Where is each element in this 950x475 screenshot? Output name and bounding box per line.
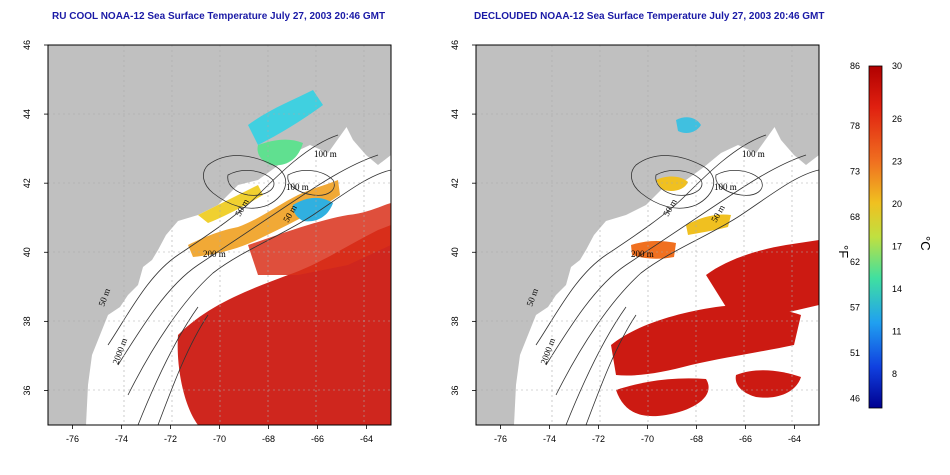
colorbar-fahrenheit-tick: 68 — [850, 212, 860, 222]
left-lat-axis: 36 38 40 42 44 46 — [22, 40, 48, 395]
lon-tick-label: -66 — [739, 434, 752, 444]
left-sst-cool-field — [188, 90, 340, 257]
lat-tick-label: 42 — [450, 178, 460, 188]
colorbar-celsius-tick: 26 — [892, 114, 902, 124]
colorbar-fahrenheit-tick: 46 — [850, 393, 860, 403]
depth-label-100m-a: 100 m — [314, 149, 337, 159]
lat-tick-label: 44 — [450, 109, 460, 119]
left-sst-warm-field — [177, 203, 391, 425]
lat-tick-label: 38 — [450, 316, 460, 326]
depth-label-200m: 200 m — [203, 249, 226, 259]
lon-tick-label: -74 — [543, 434, 556, 444]
lon-tick-label: -74 — [115, 434, 128, 444]
right-lat-axis: 36 38 40 42 44 46 — [450, 40, 476, 395]
right-lon-axis: -76 -74 -72 -70 -68 -66 -64 — [494, 425, 801, 444]
lat-tick-label: 40 — [22, 247, 32, 257]
colorbar-celsius-tick: 20 — [892, 199, 902, 209]
colorbar-celsius-tick: 14 — [892, 284, 902, 294]
colorbar-fahrenheit-tick: 78 — [850, 121, 860, 131]
right-map-title: DECLOUDED NOAA-12 Sea Surface Temperatur… — [474, 11, 825, 22]
lat-tick-label: 40 — [450, 247, 460, 257]
depth-label-100m-b: 100 m — [286, 182, 309, 192]
colorbar: 86 78 73 68 62 57 51 46 30 26 23 20 17 14 11 8 °F °C — [836, 61, 933, 409]
colorbar-celsius-tick: 11 — [892, 327, 901, 337]
lat-tick-label: 46 — [22, 40, 32, 50]
depth-label-200m: 200 m — [631, 249, 654, 259]
lat-tick-label: 46 — [450, 40, 460, 50]
lat-tick-label: 44 — [22, 109, 32, 119]
colorbar-celsius-labels: 30 26 23 20 17 14 11 8 — [892, 61, 902, 379]
lon-tick-label: -64 — [360, 434, 373, 444]
colorbar-fahrenheit-tick: 73 — [850, 166, 860, 176]
lon-tick-label: -68 — [690, 434, 703, 444]
right-map-panel: 100 m 100 m 50 m 50 m 200 m 50 m 2000 m — [475, 44, 820, 426]
lon-tick-label: -76 — [494, 434, 507, 444]
lat-tick-label: 36 — [450, 385, 460, 395]
lat-tick-label: 38 — [22, 316, 32, 326]
lon-tick-label: -70 — [213, 434, 226, 444]
lon-tick-label: -64 — [788, 434, 801, 444]
fahrenheit-unit-label: °F — [836, 245, 851, 258]
lon-tick-label: -72 — [592, 434, 605, 444]
lon-tick-label: -70 — [641, 434, 654, 444]
left-map-panel: 100 m 100 m 50 m 50 m 200 m 50 m 2000 m — [47, 44, 392, 426]
lon-tick-label: -68 — [262, 434, 275, 444]
left-lon-axis: -76 -74 -72 -70 -68 -66 -64 — [66, 425, 373, 444]
depth-label-100m-a: 100 m — [742, 149, 765, 159]
lon-tick-label: -76 — [66, 434, 79, 444]
lon-tick-label: -72 — [164, 434, 177, 444]
colorbar-celsius-tick: 23 — [892, 157, 902, 167]
celsius-unit-label: °C — [918, 236, 933, 251]
colorbar-fahrenheit-tick: 62 — [850, 257, 860, 267]
colorbar-fahrenheit-tick: 51 — [850, 348, 860, 358]
depth-label-100m-b: 100 m — [714, 182, 737, 192]
lat-tick-label: 42 — [22, 178, 32, 188]
colorbar-celsius-tick: 30 — [892, 61, 902, 71]
colorbar-celsius-tick: 17 — [892, 242, 902, 252]
right-sst-warm-field — [611, 240, 819, 417]
lon-tick-label: -66 — [311, 434, 324, 444]
lat-tick-label: 36 — [22, 385, 32, 395]
left-map-title: RU COOL NOAA-12 Sea Surface Temperature … — [52, 11, 386, 22]
colorbar-fahrenheit-tick: 86 — [850, 61, 860, 71]
colorbar-celsius-tick: 8 — [892, 369, 897, 379]
colorbar-fahrenheit-labels: 86 78 73 68 62 57 51 46 — [850, 61, 860, 403]
colorbar-fahrenheit-tick: 57 — [850, 303, 860, 313]
